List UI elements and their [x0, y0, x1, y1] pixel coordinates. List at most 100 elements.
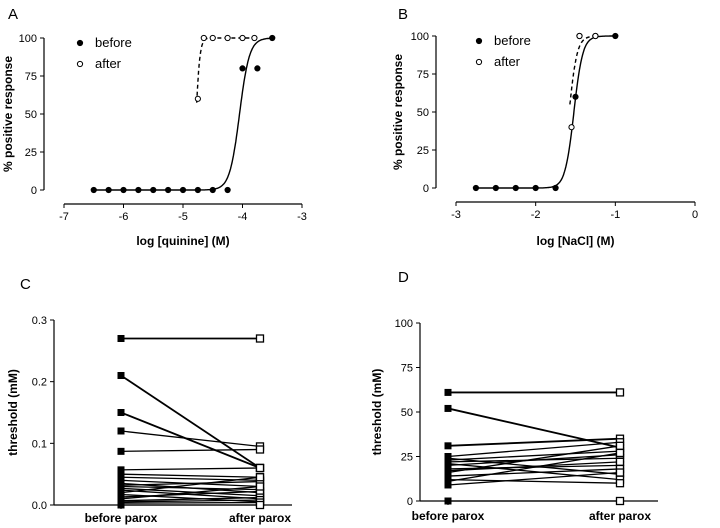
panel-a-before-point	[105, 186, 112, 194]
panel-a-after-point	[239, 34, 246, 42]
panel-a-legend-marker-after	[76, 60, 84, 68]
panel-b-y-tick-label: 25	[417, 145, 429, 157]
panel-b-y-tick-label: 75	[417, 69, 429, 81]
panel-b-x-tick-label: 0	[692, 209, 698, 221]
panel-b-dose-response-nacl: -3 -2 -1 0 0 25 50 75 100 log [NaCl] (M) % positiv…	[391, 31, 698, 248]
panel-letter-a: A	[8, 6, 18, 23]
panel-a-x-tick-label: -4	[238, 211, 248, 223]
panel-c-pair-line	[120, 411, 261, 469]
panel-d-y-tick-label: 50	[401, 407, 413, 419]
panel-c-pair-line	[120, 476, 261, 494]
panel-a-before-point	[209, 186, 216, 194]
panel-b-before-point	[552, 184, 559, 192]
panel-c-after-marker	[255, 500, 265, 510]
panel-c-pair-line	[120, 374, 261, 469]
panel-c-before-marker	[117, 335, 125, 342]
panel-d-before-marker	[444, 388, 452, 396]
panel-c-pair-line	[120, 499, 261, 503]
panel-c-y-tick-label: 0.2	[32, 377, 47, 389]
panel-d-pair-line	[447, 468, 621, 477]
panel-a-y-tick-label: 100	[19, 33, 37, 45]
panel-d-y-tick-label: 0	[407, 496, 413, 508]
panel-d-pair-line	[447, 445, 621, 474]
panel-a-y-tick-label: 0	[31, 185, 37, 197]
panel-letter-b: B	[398, 6, 408, 23]
panel-a-dose-response-quinine: -7 -6 -5 -4 -3 0 25 50 75 100 log [quinine] (M) % p…	[1, 33, 307, 248]
panel-b-y-tick-label: 50	[417, 107, 429, 119]
panel-letter-d: D	[398, 269, 409, 286]
panel-b-legend-marker-after	[475, 58, 483, 66]
panel-d-y-tick-label: 25	[401, 452, 413, 464]
panel-d-before-marker	[444, 497, 452, 505]
panel-a-before-point	[269, 34, 276, 42]
panel-d-before-marker	[444, 472, 452, 480]
panel-a-after-point	[224, 34, 231, 42]
panel-d-pair-line	[447, 478, 621, 484]
panel-d-after-marker	[615, 496, 625, 506]
panel-b-after-point	[568, 124, 575, 131]
panel-a-after-point	[209, 34, 216, 42]
panel-a-x-tick-label: -7	[59, 211, 69, 223]
panel-d-category-label: after parox	[589, 509, 651, 523]
panel-a-x-axis-label: log [quinine] (M)	[136, 234, 229, 248]
panel-c-y-tick-label: 0.0	[32, 500, 47, 512]
panel-d-pair-line	[447, 407, 621, 449]
panel-b-before-point	[572, 93, 579, 100]
panel-d-before-marker	[444, 461, 452, 469]
panel-letter-c: C	[20, 276, 31, 293]
panel-b-y-axis-label: % positive response	[391, 54, 405, 170]
panel-a-before-point	[254, 65, 261, 72]
panel-a-legend-marker-before	[76, 39, 84, 47]
panel-a-y-axis-label: % positive response	[1, 56, 15, 172]
panel-a-legend-label-before: before	[95, 35, 132, 50]
panel-c-y-tick-label: 0.1	[32, 438, 47, 450]
panel-c-before-marker	[117, 372, 125, 379]
panel-d-pair-line	[447, 462, 621, 481]
panel-d-before-marker	[444, 477, 452, 485]
panel-d-before-marker	[444, 469, 452, 477]
panel-a-before-point	[165, 186, 172, 194]
panel-b-before-point	[472, 184, 480, 192]
panel-a-legend-label-after: after	[95, 56, 122, 71]
panel-c-pair-line	[120, 430, 261, 448]
panel-c-pair-line	[120, 467, 261, 471]
panel-a-before-point	[179, 186, 187, 194]
panel-c-before-marker	[117, 466, 125, 474]
panel-b-y-tick-label: 100	[411, 31, 429, 43]
panel-d-y-axis-label: threshold (mM)	[370, 369, 384, 456]
panel-a-before-point	[90, 186, 97, 194]
panel-c-after-marker	[255, 334, 265, 343]
panel-d-after-marker	[615, 448, 625, 458]
panel-a-x-tick-label: -6	[119, 211, 129, 223]
panel-d-after-marker	[615, 468, 625, 477]
panel-c-pair-line	[120, 473, 261, 478]
panel-a-after-point	[200, 34, 207, 42]
panel-c-before-marker	[117, 447, 125, 455]
panel-c-pair-line	[120, 501, 261, 504]
panel-d-after-marker	[615, 388, 625, 397]
panel-d-y-tick-label: 100	[395, 318, 413, 330]
panel-b-y-tick-label: 0	[423, 183, 429, 195]
panel-a-y-tick-label: 75	[25, 71, 37, 83]
panel-c-category-label: before parox	[85, 511, 158, 525]
panel-c-after-marker	[255, 482, 265, 491]
panel-d-threshold-paired: 0 25 50 75 100 threshold (mM) before parox afte…	[370, 318, 658, 523]
panel-b-before-point	[532, 184, 539, 192]
panel-d-pair-line	[447, 450, 621, 461]
panel-c-y-axis-label: threshold (mM)	[6, 369, 20, 456]
panel-a-before-point	[120, 186, 127, 194]
panel-b-x-axis-label: log [NaCl] (M)	[537, 234, 615, 248]
panel-b-legend-marker-before	[475, 37, 483, 45]
panel-a-before-point	[224, 186, 231, 194]
panel-b-legend-label-after: after	[494, 54, 521, 69]
panel-b-before-point	[512, 184, 519, 192]
panel-d-pair-line	[447, 437, 621, 447]
panel-c-y-tick-label: 0.3	[32, 315, 47, 327]
panel-d-before-marker	[444, 481, 452, 489]
panel-d-pair-line	[447, 471, 621, 486]
panel-b-legend-label-before: before	[494, 33, 531, 48]
panel-a-after-point	[194, 95, 201, 102]
panel-c-after-marker	[255, 445, 265, 454]
panel-d-after-marker	[615, 457, 625, 466]
